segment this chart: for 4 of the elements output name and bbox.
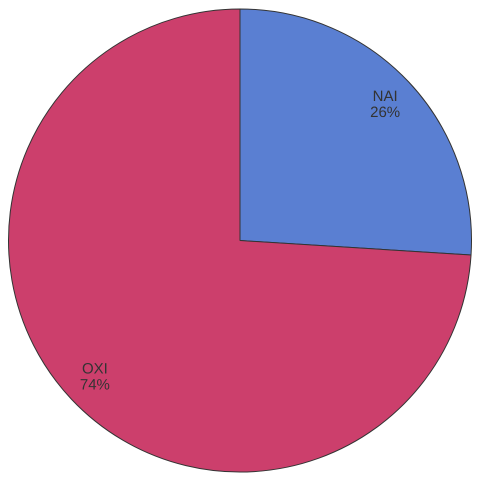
data-label: 26% [370, 104, 400, 121]
slice-label: NAI [372, 88, 398, 105]
slice-label: OXI [82, 360, 108, 378]
data-label: 74% [80, 376, 110, 394]
